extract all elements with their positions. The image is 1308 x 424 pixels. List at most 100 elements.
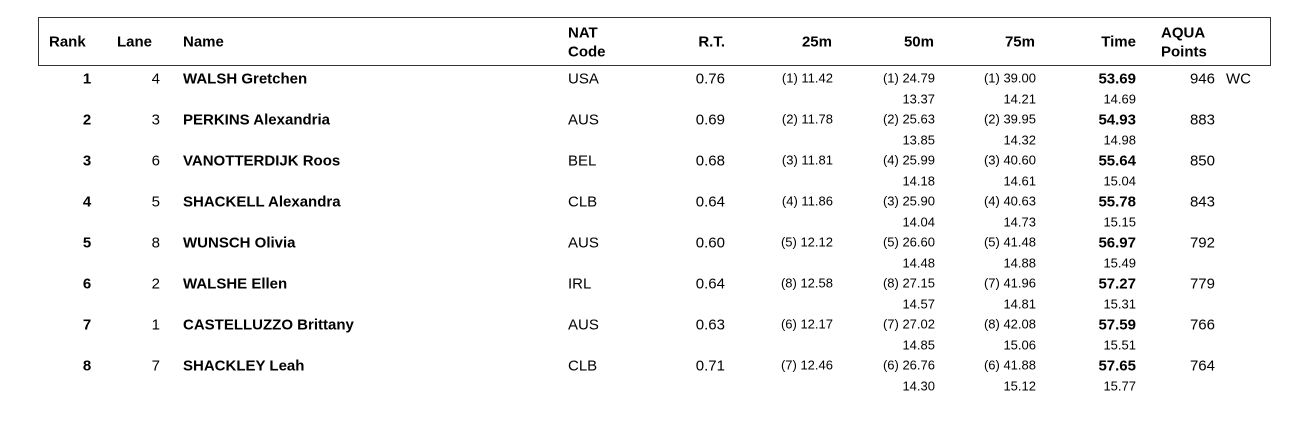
split-75m: (3) 40.60 [983,152,1036,168]
lane: 3 [151,111,160,129]
split-50m: (7) 27.02 [882,316,935,332]
lap-split: 15.06 [1003,337,1036,353]
lap-split: 14.61 [1003,173,1036,189]
reaction-time: 0.64 [695,193,725,211]
split-25m: (1) 11.42 [781,70,833,86]
reaction-time: 0.69 [695,111,725,129]
col-header: R.T. [698,33,725,51]
lane: 7 [151,357,160,375]
lap-split: 15.49 [1103,255,1136,271]
col-header: Name [183,33,224,51]
final-time: 56.97 [1098,234,1136,252]
lane: 5 [151,193,160,211]
col-header: AQUA [1161,24,1206,42]
col-header: Lane [117,33,153,51]
rank: 1 [82,70,92,88]
col-header: NAT [568,24,598,42]
split-75m: (5) 41.48 [983,234,1036,250]
aqua-points: 883 [1189,111,1215,129]
lap-split: 14.81 [1003,296,1036,312]
split-75m: (4) 40.63 [983,193,1036,209]
final-time: 55.78 [1098,193,1136,211]
col-header: Code [568,43,606,61]
lane: 1 [151,316,160,334]
lap-split: 14.85 [902,337,935,353]
aqua-points: 764 [1189,357,1215,375]
reaction-time: 0.68 [695,152,725,170]
reaction-time: 0.64 [695,275,725,293]
lap-split: 14.21 [1003,91,1036,107]
col-header: 50m [903,33,934,51]
header-box [38,17,1271,66]
split-50m: (6) 26.76 [882,357,935,373]
rank: 2 [82,111,92,129]
lane: 4 [151,70,160,88]
col-header: 25m [801,33,832,51]
split-50m: (4) 25.99 [882,152,935,168]
swimmer-name: VANOTTERDIJK Roos [183,152,341,170]
lap-split: 13.85 [902,132,935,148]
lap-split: 15.51 [1103,337,1136,353]
split-75m: (1) 39.00 [983,70,1036,86]
col-header: Time [1101,33,1136,51]
lap-split: 14.32 [1003,132,1036,148]
lane: 8 [151,234,160,252]
split-25m: (4) 11.86 [781,193,833,209]
lap-split: 15.77 [1103,378,1136,394]
lap-split: 14.18 [902,173,935,189]
nat-code: AUS [568,234,599,252]
rank: 5 [82,234,92,252]
split-75m: (8) 42.08 [983,316,1036,332]
nat-code: USA [568,70,599,88]
split-25m: (2) 11.78 [781,111,833,127]
split-50m: (5) 26.60 [882,234,935,250]
lap-split: 15.31 [1103,296,1136,312]
final-time: 57.27 [1098,275,1136,293]
swimmer-name: WALSH Gretchen [183,70,308,88]
lane: 6 [151,152,160,170]
aqua-points: 946 [1189,70,1215,88]
nat-code: IRL [568,275,592,293]
swimmer-name: CASTELLUZZO Brittany [183,316,354,334]
lap-split: 14.57 [902,296,935,312]
lap-split: 14.98 [1103,132,1136,148]
lap-split: 14.69 [1103,91,1136,107]
swimmer-name: WALSHE Ellen [183,275,288,293]
rank: 4 [82,193,92,211]
reaction-time: 0.63 [695,316,725,334]
lap-split: 14.88 [1003,255,1036,271]
final-time: 57.65 [1098,357,1136,375]
aqua-points: 850 [1189,152,1215,170]
aqua-points: 792 [1189,234,1215,252]
swimmer-name: SHACKELL Alexandra [183,193,341,211]
split-25m: (7) 12.46 [780,357,833,373]
reaction-time: 0.60 [695,234,725,252]
lane: 2 [151,275,160,293]
lap-split: 14.73 [1003,214,1036,230]
col-header: Rank [49,33,86,51]
aqua-points: 779 [1189,275,1215,293]
aqua-points: 843 [1189,193,1215,211]
split-25m: (5) 12.12 [780,234,833,250]
split-50m: (1) 24.79 [882,70,935,86]
split-50m: (2) 25.63 [882,111,935,127]
rank: 3 [82,152,92,170]
swimmer-name: SHACKLEY Leah [183,357,305,375]
final-time: 57.59 [1098,316,1136,334]
split-75m: (6) 41.88 [983,357,1036,373]
rank: 8 [82,357,92,375]
aqua-points: 766 [1189,316,1215,334]
split-75m: (7) 41.96 [983,275,1036,291]
nat-code: BEL [568,152,597,170]
nat-code: CLB [568,357,598,375]
split-25m: (8) 12.58 [780,275,833,291]
swimmer-name: WUNSCH Olivia [183,234,296,252]
split-50m: (8) 27.15 [882,275,935,291]
split-25m: (3) 11.81 [781,152,833,168]
col-header: Points [1161,43,1207,61]
reaction-time: 0.71 [695,357,725,375]
rank: 7 [82,316,92,334]
lap-split: 13.37 [902,91,935,107]
rank: 6 [82,275,92,293]
